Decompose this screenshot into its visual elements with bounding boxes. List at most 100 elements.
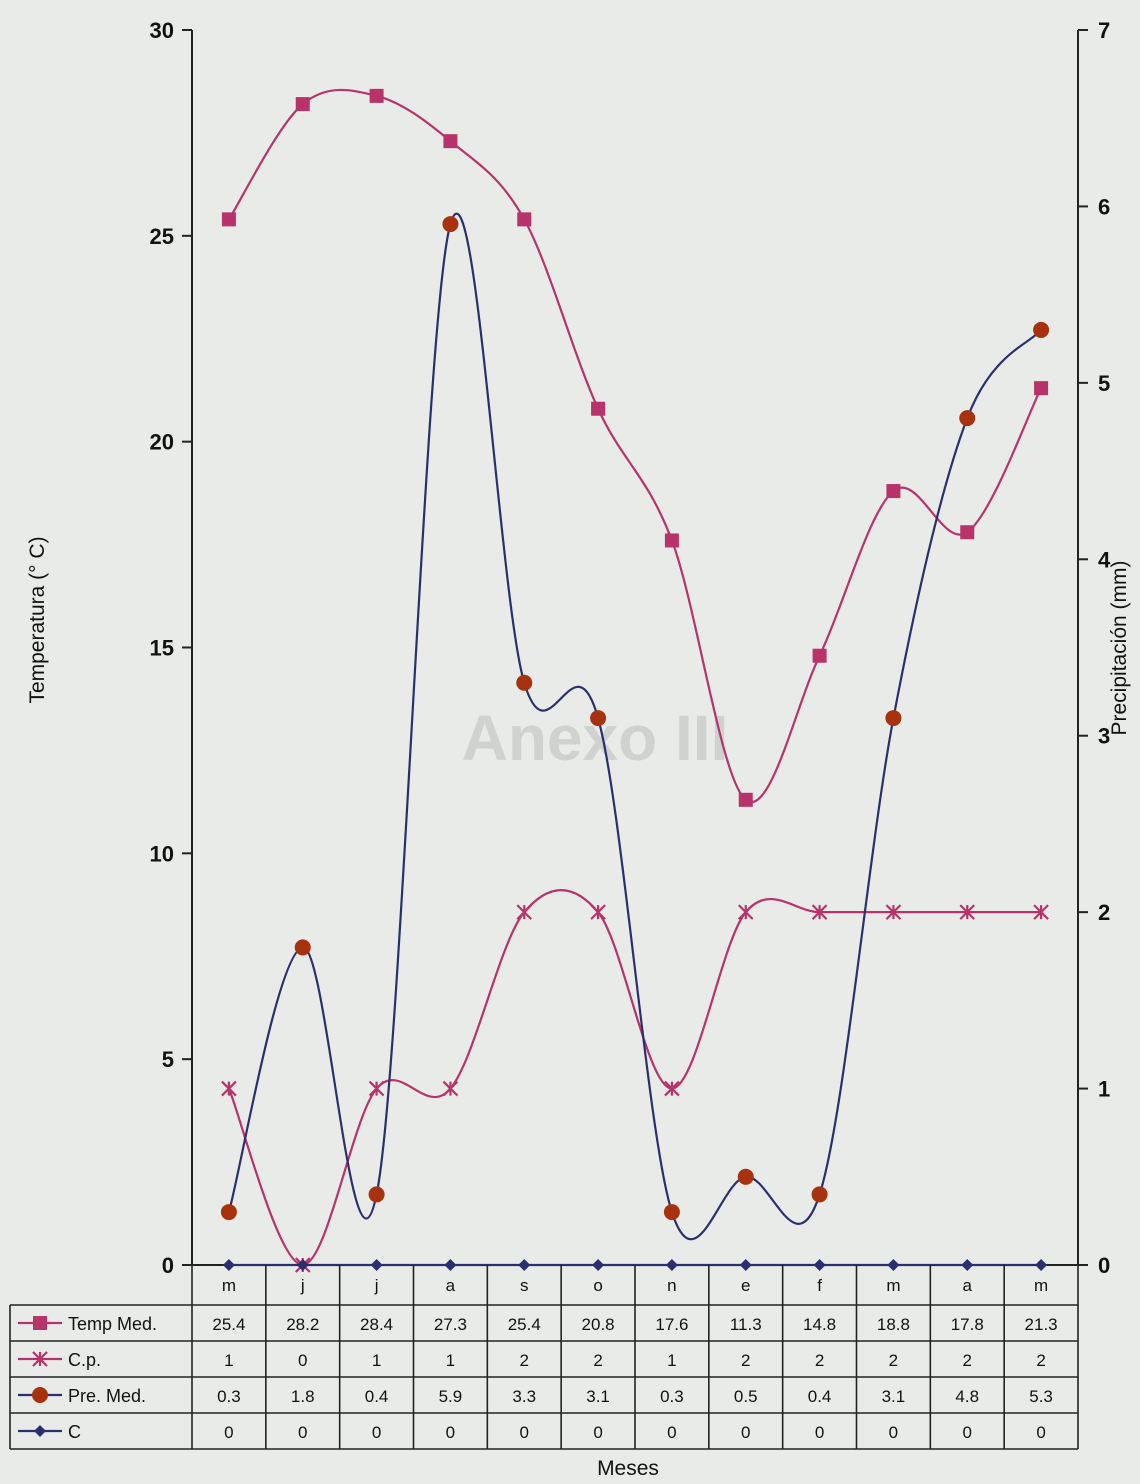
series-point-0 <box>443 134 458 149</box>
series-point-0 <box>591 401 606 416</box>
y-right-tick-label: 4 <box>1098 547 1111 572</box>
data-label: 18.8 <box>877 1315 910 1334</box>
data-label: 0 <box>446 1423 455 1442</box>
series-point-0 <box>1034 381 1049 396</box>
data-label: 2 <box>593 1351 602 1370</box>
series-point-3 <box>665 1259 678 1271</box>
legend-label: Pre. Med. <box>68 1386 146 1406</box>
series-point-3 <box>222 1259 235 1271</box>
series-point-1 <box>885 904 902 920</box>
data-label: 20.8 <box>582 1315 615 1334</box>
category-label: a <box>963 1276 973 1295</box>
category-label: m <box>1034 1276 1048 1295</box>
data-label: 0 <box>667 1423 676 1442</box>
series-point-2 <box>590 710 607 727</box>
y-left-tick-label: 15 <box>150 636 174 661</box>
category-label: a <box>446 1276 456 1295</box>
data-label: 0 <box>815 1423 824 1442</box>
series-point-3 <box>813 1259 826 1271</box>
series-point-2 <box>663 1204 680 1221</box>
data-label: 11.3 <box>730 1315 762 1334</box>
series-line-1 <box>227 889 1042 1267</box>
data-label: 2 <box>889 1351 898 1370</box>
category-label: o <box>593 1276 602 1295</box>
series-point-0 <box>960 525 975 540</box>
data-label: 3.1 <box>586 1387 610 1406</box>
data-label: 2 <box>520 1351 529 1370</box>
legend-marker <box>32 1387 48 1403</box>
y-right-tick-label: 2 <box>1098 900 1110 925</box>
data-label: 0 <box>593 1423 602 1442</box>
series-point-3 <box>592 1259 605 1271</box>
y-left-tick-label: 5 <box>162 1047 174 1072</box>
data-label: 0.4 <box>365 1387 389 1406</box>
category-label: m <box>886 1276 900 1295</box>
series-point-1 <box>737 904 754 920</box>
data-label: 3.1 <box>882 1387 906 1406</box>
series-point-2 <box>811 1186 828 1203</box>
series-point-0 <box>664 533 679 548</box>
data-label: 0 <box>963 1423 972 1442</box>
series-point-1 <box>516 904 533 920</box>
data-label: 0 <box>372 1423 381 1442</box>
data-label: 5.3 <box>1029 1387 1053 1406</box>
y-left-tick-label: 10 <box>150 841 174 866</box>
data-label: 0 <box>224 1423 233 1442</box>
data-label: 0 <box>889 1423 898 1442</box>
series-point-0 <box>738 792 753 807</box>
data-label: 2 <box>1036 1351 1045 1370</box>
data-label: 0.3 <box>217 1387 241 1406</box>
data-label: 25.4 <box>508 1315 541 1334</box>
y-left-tick-label: 30 <box>150 18 174 43</box>
data-label: 0 <box>520 1423 529 1442</box>
x-axis-title: Meses <box>597 1457 659 1480</box>
y-right-tick-label: 5 <box>1098 371 1110 396</box>
series-point-1 <box>221 1080 237 1097</box>
series-line-0 <box>227 88 1043 804</box>
series-point-1 <box>664 1080 680 1097</box>
category-label: m <box>222 1276 236 1295</box>
y-right-tick-label: 7 <box>1098 18 1110 43</box>
data-label: 0.5 <box>734 1387 758 1406</box>
y-left-tick-label: 25 <box>150 224 174 249</box>
series-point-2 <box>737 1168 754 1185</box>
series-point-2 <box>368 1186 385 1203</box>
series-point-2 <box>959 410 976 427</box>
data-label: 25.4 <box>212 1315 245 1334</box>
y-left-axis-title: Temperatura (° C) <box>26 536 49 703</box>
data-label: 14.8 <box>803 1315 836 1334</box>
category-label: f <box>817 1276 822 1295</box>
data-label: 1.8 <box>291 1387 315 1406</box>
series-point-3 <box>296 1259 309 1271</box>
data-label: 2 <box>815 1351 824 1370</box>
category-label: e <box>741 1276 750 1295</box>
data-label: 1 <box>667 1351 676 1370</box>
data-label: 4.8 <box>955 1387 979 1406</box>
legend-label: Temp Med. <box>68 1314 157 1334</box>
y-right-tick-label: 6 <box>1098 194 1110 219</box>
series-point-3 <box>739 1259 752 1271</box>
data-label: 17.8 <box>951 1315 984 1334</box>
series-point-3 <box>1035 1259 1048 1271</box>
series-point-3 <box>887 1259 900 1271</box>
data-label: 28.2 <box>286 1315 319 1334</box>
data-label: 5.9 <box>439 1387 463 1406</box>
data-label: 28.4 <box>360 1315 393 1334</box>
series-point-0 <box>886 484 901 499</box>
data-label: 2 <box>963 1351 972 1370</box>
data-label: 0 <box>298 1423 307 1442</box>
series-point-1 <box>590 904 606 920</box>
data-label: 0.3 <box>660 1387 684 1406</box>
legend-label: C.p. <box>68 1350 101 1370</box>
category-label: n <box>667 1276 676 1295</box>
series-point-2 <box>294 939 311 956</box>
data-label: 0.4 <box>808 1387 832 1406</box>
y-right-tick-label: 1 <box>1098 1077 1110 1102</box>
data-label: 0 <box>1036 1423 1045 1442</box>
series-line-2 <box>227 212 1042 1241</box>
series-point-3 <box>370 1259 383 1271</box>
series-point-2 <box>220 1204 237 1221</box>
series-point-2 <box>516 674 533 691</box>
series-point-0 <box>812 648 827 663</box>
